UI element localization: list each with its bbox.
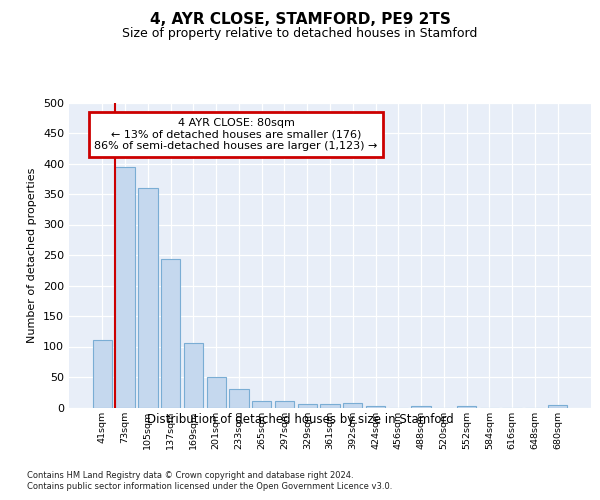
Bar	[457, 406, 476, 407]
Text: Contains HM Land Registry data © Crown copyright and database right 2024.: Contains HM Land Registry data © Crown c…	[27, 470, 353, 480]
Text: Contains public sector information licensed under the Open Government Licence v3: Contains public sector information licen…	[27, 482, 392, 491]
Bar	[298, 404, 317, 407]
Text: Distribution of detached houses by size in Stamford: Distribution of detached houses by size …	[146, 412, 454, 426]
Bar	[206, 377, 226, 408]
Text: 4, AYR CLOSE, STAMFORD, PE9 2TS: 4, AYR CLOSE, STAMFORD, PE9 2TS	[149, 12, 451, 28]
Bar	[93, 340, 112, 407]
Bar	[320, 404, 340, 407]
Bar	[138, 188, 158, 408]
Bar	[184, 344, 203, 407]
Bar	[161, 260, 181, 408]
Text: Size of property relative to detached houses in Stamford: Size of property relative to detached ho…	[122, 28, 478, 40]
Bar	[275, 402, 294, 407]
Text: 4 AYR CLOSE: 80sqm
← 13% of detached houses are smaller (176)
86% of semi-detach: 4 AYR CLOSE: 80sqm ← 13% of detached hou…	[94, 118, 378, 151]
Bar	[252, 402, 271, 407]
Y-axis label: Number of detached properties: Number of detached properties	[28, 168, 37, 342]
Bar	[366, 406, 385, 407]
Bar	[115, 166, 135, 408]
Bar	[343, 403, 362, 407]
Bar	[548, 405, 567, 407]
Bar	[412, 406, 431, 407]
Bar	[229, 389, 248, 407]
